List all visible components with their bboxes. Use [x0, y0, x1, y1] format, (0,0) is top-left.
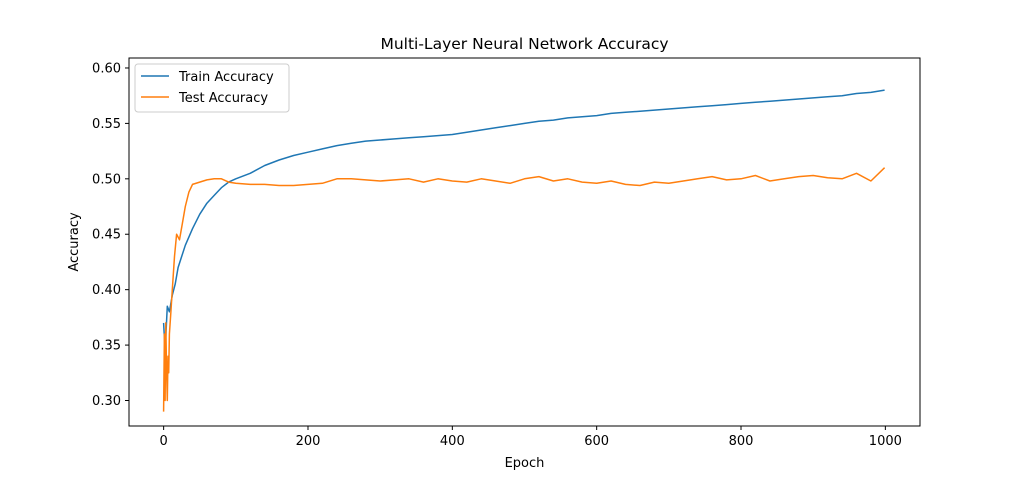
series-line-test — [162, 167, 886, 412]
y-axis: 0.30 0.35 0.40 0.45 0.50 0.55 0.60 — [92, 61, 129, 409]
y-tick-label: 0.55 — [92, 117, 121, 132]
series-line-train — [162, 89, 885, 352]
x-tick-label: 0 — [160, 434, 168, 449]
legend-label-test: Test Accuracy — [178, 91, 268, 106]
x-tick-label: 400 — [440, 434, 465, 449]
legend: Train Accuracy Test Accuracy — [134, 63, 290, 113]
x-axis: 0 200 400 600 800 1000 — [160, 426, 902, 449]
y-tick-label: 0.45 — [92, 228, 121, 243]
series-layer — [162, 89, 886, 412]
y-tick-label: 0.40 — [92, 283, 121, 298]
chart-title: Multi-Layer Neural Network Accuracy — [380, 35, 668, 53]
y-tick-label: 0.35 — [92, 339, 121, 354]
x-tick-label: 600 — [584, 434, 609, 449]
y-tick-label: 0.60 — [92, 61, 121, 76]
x-tick-label: 200 — [296, 434, 321, 449]
y-tick-label: 0.50 — [92, 172, 121, 187]
plot-frame — [128, 57, 921, 427]
y-axis-label: Accuracy — [67, 212, 82, 272]
legend-box — [134, 63, 290, 113]
x-tick-label: 1000 — [869, 434, 902, 449]
legend-label-train: Train Accuracy — [178, 70, 274, 85]
x-axis-label: Epoch — [505, 456, 545, 471]
x-tick-label: 800 — [729, 434, 754, 449]
y-tick-label: 0.30 — [92, 394, 121, 409]
